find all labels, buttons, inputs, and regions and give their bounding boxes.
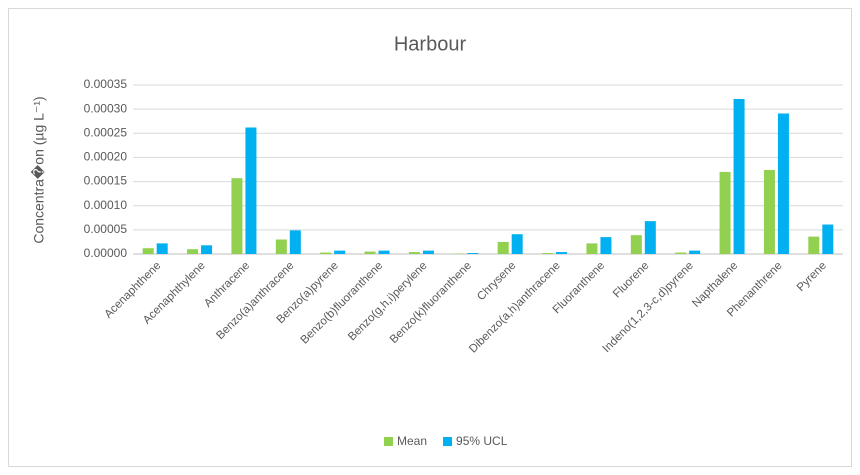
- bar: [245, 127, 257, 254]
- bar: [511, 234, 523, 254]
- bar: [586, 243, 598, 254]
- chart-title: Harbour: [394, 33, 467, 55]
- bar: [644, 221, 656, 254]
- bar: [334, 250, 346, 254]
- legend-swatch: [384, 437, 393, 446]
- bar: [542, 253, 554, 254]
- bar: [719, 171, 731, 254]
- y-tick-label: 0.00000: [84, 246, 128, 260]
- bar: [156, 243, 168, 254]
- bar: [630, 235, 642, 254]
- bar: [808, 236, 820, 254]
- bar: [187, 249, 199, 254]
- bar: [364, 251, 376, 254]
- bar: [556, 252, 568, 254]
- bar: [600, 237, 612, 254]
- bar: [289, 230, 301, 254]
- y-tick-label: 0.00005: [84, 222, 128, 236]
- y-tick-label: 0.00015: [84, 174, 128, 188]
- y-tick-label: 0.00020: [84, 150, 128, 164]
- bar: [675, 252, 687, 254]
- bar: [733, 99, 745, 254]
- bar: [142, 248, 154, 254]
- bar: [378, 250, 390, 254]
- bar: [763, 169, 775, 254]
- y-axis-label: Concentra�on (µg L⁻¹): [31, 96, 47, 243]
- y-tick-label: 0.00035: [84, 77, 128, 91]
- bar: [275, 239, 287, 254]
- bar: [422, 250, 434, 254]
- bar: [408, 252, 420, 254]
- bar: [822, 224, 834, 254]
- bar: [201, 245, 213, 254]
- y-tick-label: 0.00025: [84, 125, 128, 139]
- bar: [231, 178, 243, 254]
- bar: [689, 250, 701, 254]
- legend-label: Mean: [397, 434, 427, 448]
- bar: [467, 253, 479, 254]
- y-tick-label: 0.00010: [84, 198, 128, 212]
- bar: [777, 113, 789, 254]
- bar: [320, 252, 332, 254]
- legend-swatch: [443, 437, 453, 446]
- legend-label: 95% UCL: [456, 434, 508, 448]
- bar: [497, 241, 509, 254]
- y-tick-label: 0.00030: [84, 101, 128, 115]
